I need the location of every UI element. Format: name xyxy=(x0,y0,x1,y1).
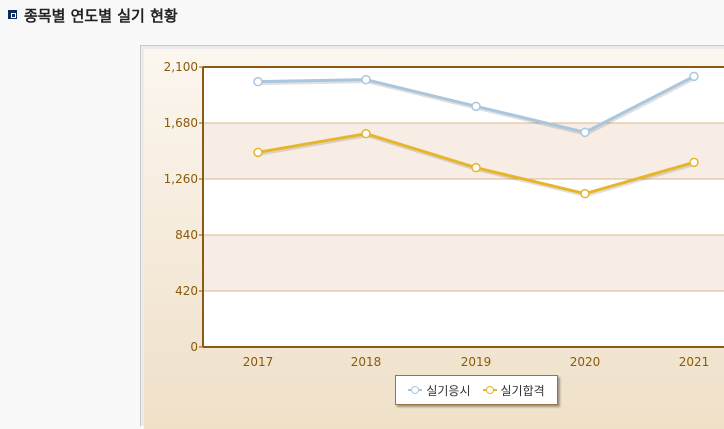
plot-band xyxy=(203,123,724,179)
x-tick-label: 2021 xyxy=(679,355,710,369)
legend-label-series-2: 실기합격 xyxy=(500,383,545,398)
plot-area xyxy=(203,67,724,347)
series-2-point[interactable] xyxy=(361,128,371,139)
legend-label-series-1: 실기응시 xyxy=(426,383,471,398)
x-tick-label: 2020 xyxy=(570,355,601,369)
page-title: 종목별 연도별 실기 현황 xyxy=(24,6,178,25)
y-tick-label: 420 xyxy=(175,284,198,298)
x-tick-label: 2017 xyxy=(243,355,274,369)
series-1-point[interactable] xyxy=(253,76,263,87)
line-chart: 0 420 840 1,260 1,680 2,100 2017 2018 2019 2020 20… xyxy=(164,60,724,369)
legend-marker-series-1 xyxy=(408,385,423,395)
series-2-point[interactable] xyxy=(580,188,590,199)
y-tick-label: 1,680 xyxy=(164,116,198,130)
legend-item-series-1[interactable]: 실기응시 xyxy=(408,382,471,399)
y-tick-label: 0 xyxy=(190,340,198,354)
series-1-point[interactable] xyxy=(471,101,481,112)
series-1-point[interactable] xyxy=(689,71,699,82)
chart-legend: 실기응시 실기합격 xyxy=(395,375,558,405)
x-tick-label: 2018 xyxy=(351,355,382,369)
y-tick-label: 840 xyxy=(175,228,198,242)
series-2-point[interactable] xyxy=(689,157,699,168)
square-bullet-icon xyxy=(8,9,19,21)
series-1-point[interactable] xyxy=(361,74,371,85)
y-tick-label: 2,100 xyxy=(164,60,198,74)
series-2-point[interactable] xyxy=(471,162,481,173)
x-tick-label: 2019 xyxy=(461,355,492,369)
legend-marker-series-2 xyxy=(482,385,497,395)
plot-band xyxy=(203,235,724,291)
y-tick-label: 1,260 xyxy=(164,172,198,186)
series-2-point[interactable] xyxy=(253,147,263,158)
page-heading: 종목별 연도별 실기 현황 xyxy=(8,4,178,26)
legend-item-series-2[interactable]: 실기합격 xyxy=(482,382,545,399)
series-1-point[interactable] xyxy=(580,127,590,138)
